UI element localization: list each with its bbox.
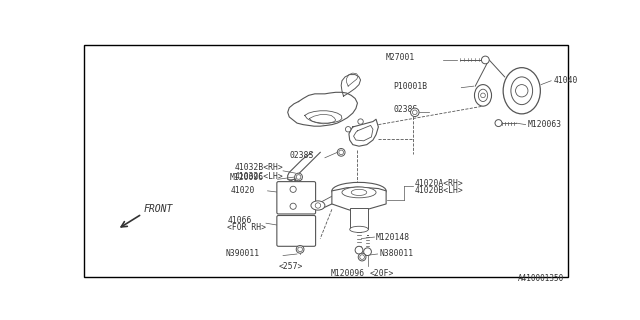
Circle shape (495, 120, 502, 127)
Text: 41032B<RH>: 41032B<RH> (235, 163, 284, 172)
Text: N390011: N390011 (226, 250, 260, 259)
Circle shape (410, 108, 419, 116)
Text: A410001350: A410001350 (518, 274, 564, 283)
Circle shape (316, 203, 321, 208)
Circle shape (364, 248, 371, 256)
Circle shape (358, 119, 364, 124)
Text: <FOR RH>: <FOR RH> (227, 223, 266, 232)
Text: 41066: 41066 (227, 216, 252, 225)
Text: 0238S: 0238S (289, 151, 314, 160)
Circle shape (360, 255, 364, 260)
Text: <20F>: <20F> (370, 269, 394, 278)
Text: 41032C<LH>: 41032C<LH> (235, 172, 284, 181)
Text: M120096: M120096 (230, 172, 264, 181)
Ellipse shape (349, 226, 368, 232)
Ellipse shape (311, 201, 325, 210)
Ellipse shape (503, 68, 540, 114)
Circle shape (339, 150, 344, 155)
Ellipse shape (478, 89, 488, 101)
Ellipse shape (342, 187, 376, 198)
Circle shape (481, 93, 485, 98)
Ellipse shape (351, 189, 367, 196)
Circle shape (516, 84, 528, 97)
Text: 0238S: 0238S (394, 105, 419, 114)
Text: <257>: <257> (278, 262, 303, 271)
Text: M27001: M27001 (386, 53, 415, 62)
Circle shape (290, 203, 296, 209)
Text: N380011: N380011 (379, 250, 413, 259)
Circle shape (296, 175, 301, 179)
Circle shape (412, 110, 417, 115)
Text: M120148: M120148 (376, 233, 410, 242)
Text: 41040: 41040 (554, 76, 578, 85)
Circle shape (337, 148, 345, 156)
Text: 41020: 41020 (230, 186, 255, 195)
FancyBboxPatch shape (277, 215, 316, 246)
Circle shape (290, 186, 296, 192)
Circle shape (358, 253, 366, 261)
Text: 41020B<LH>: 41020B<LH> (415, 186, 463, 195)
Text: P10001B: P10001B (393, 82, 428, 91)
Circle shape (346, 127, 351, 132)
Circle shape (296, 245, 304, 253)
Text: M120063: M120063 (528, 120, 562, 129)
Polygon shape (332, 187, 386, 212)
Text: FRONT: FRONT (143, 204, 173, 214)
Text: M120096: M120096 (330, 269, 364, 278)
FancyBboxPatch shape (277, 182, 316, 214)
Circle shape (355, 246, 363, 254)
Ellipse shape (511, 77, 532, 105)
FancyBboxPatch shape (349, 208, 368, 229)
Ellipse shape (474, 84, 492, 106)
Circle shape (294, 173, 303, 181)
Circle shape (298, 247, 303, 252)
Text: 41020A<RH>: 41020A<RH> (415, 179, 463, 188)
Circle shape (481, 56, 489, 64)
Ellipse shape (332, 182, 386, 199)
